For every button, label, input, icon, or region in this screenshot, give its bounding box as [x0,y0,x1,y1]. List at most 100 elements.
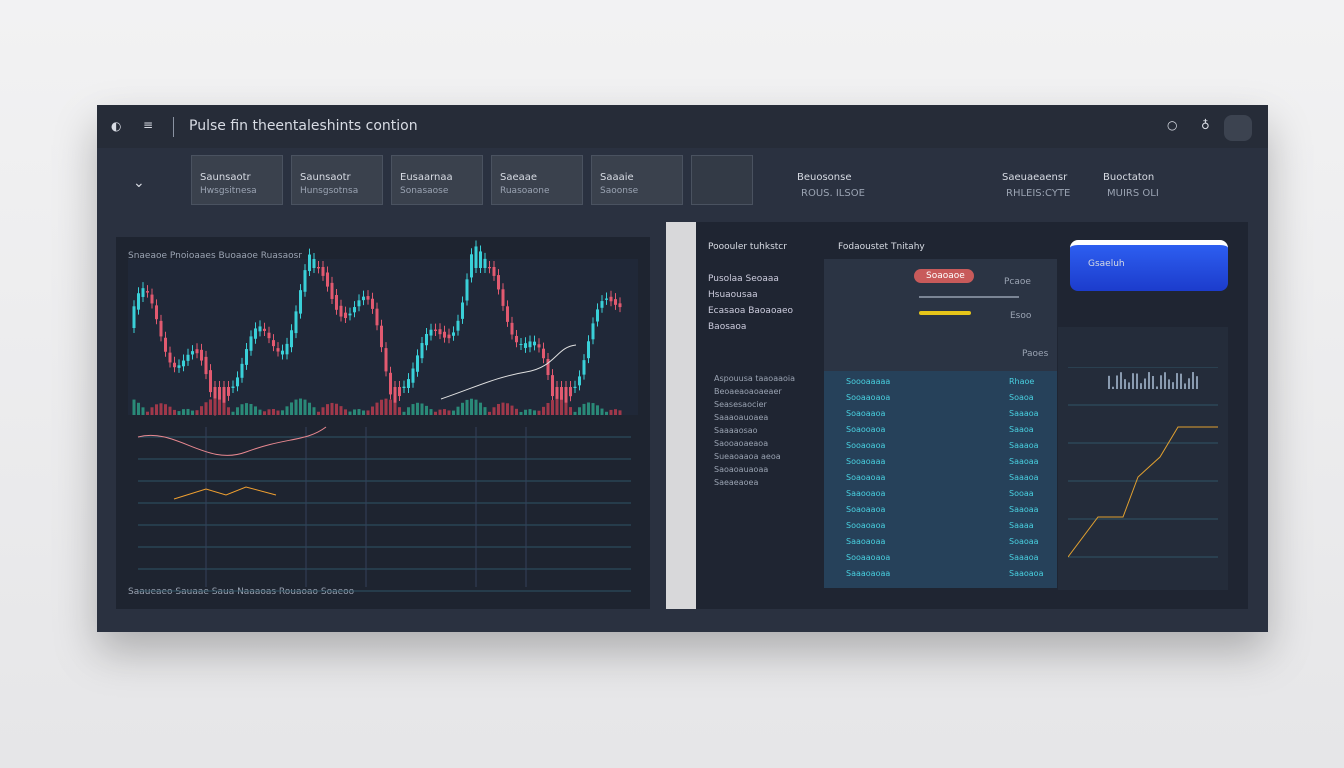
price-chart-panel: Snaeaoe Pnoioaaes Buoaaoe Ruasaosr Saaue… [116,237,650,609]
volume [425,405,428,415]
bar [1180,373,1182,389]
collapse[interactable]: ⌄ [133,175,145,191]
candle [555,387,559,410]
side-row: Beoaeaoaoaeaer [714,387,782,396]
volume [344,409,347,415]
candle [596,309,599,322]
candle [308,254,311,272]
icon[interactable]: ○ [1167,118,1178,132]
volume [159,403,163,415]
volume [488,411,491,415]
table-cell: Sooaoaoa [846,521,886,530]
bar [1172,382,1174,389]
candle [249,336,253,351]
candle [560,387,563,409]
volume [371,406,374,415]
candle [371,298,374,309]
tab[interactable]: Eusaarnaa Sonasaose [391,155,483,205]
volume [240,404,244,415]
side-row: Aspouusa taaoaaoia [714,374,796,383]
volume [447,410,451,415]
volume [461,402,464,415]
candle [402,386,406,388]
table-cell: Soaoaoaa [846,473,886,482]
volume [299,398,302,415]
table-cell: Soaoaa [1009,537,1039,546]
candle [204,356,208,375]
candle [168,352,172,363]
table-cell: Saaaoaoaa [846,569,891,578]
volume [339,406,343,415]
volume [195,410,199,415]
candle [389,372,392,395]
slider[interactable] [919,296,1019,298]
table-cell: Sooaaoaoa [846,553,891,562]
volume [474,399,478,415]
table-cell: Sooaoaaa [846,457,886,466]
table-body: Soooaaaaa Rhaoe Sooaaoaoa Soaoa Soaoaaoa Saaa… [824,371,1057,588]
candle [434,329,437,331]
candle [443,331,446,338]
volume [533,410,536,415]
candle [618,303,622,308]
volume [312,407,316,415]
candle [146,291,149,293]
candle [236,377,239,387]
volume [569,407,572,415]
tab[interactable]: Saunsaotr Hwsgsitnesa [191,155,283,205]
candle [353,307,356,313]
candle [218,387,221,409]
candle [317,267,320,269]
menu[interactable]: ≡ [143,118,154,132]
logo[interactable]: ◐ [111,119,122,133]
candle [429,329,433,336]
volume [137,402,140,415]
volume [443,409,446,415]
profile-button[interactable] [1224,115,1252,141]
candle [191,351,194,355]
tool-button[interactable] [691,155,753,205]
volume [587,402,590,415]
volume [402,411,406,415]
tab[interactable]: Saaaie Saoonse [591,155,683,205]
bar [1176,373,1178,389]
volume [416,402,419,415]
sub-label: Paoes [1022,349,1049,359]
candle [150,294,154,304]
volume [452,410,455,415]
candle [303,270,307,292]
candle [366,296,370,300]
candle [182,360,185,367]
side-item: Baosaoa [708,322,747,332]
candle [155,305,158,320]
candle [578,376,581,386]
right-panel: Pooouler tuhkstcr Fodaoustet Tnitahy Soa… [696,222,1248,609]
volume [254,406,257,415]
tab[interactable]: Saeaae Ruasoaone [491,155,583,205]
candle [137,293,140,310]
candle [573,386,577,388]
candle [344,312,347,319]
candle [420,343,424,359]
volume [555,398,559,415]
candle [240,363,244,378]
volume [353,409,356,415]
app-window: ◐ ≡ Pulse fin theentaleshints contion ○ … [97,105,1268,632]
candle [524,343,527,348]
volume [492,407,496,415]
icon[interactable]: ♁ [1201,118,1210,132]
side-item: Hsuaousaa [708,290,758,300]
volume [582,403,586,415]
side-item: Ecasaoa Baoaoaeo [708,306,794,316]
candle [456,320,460,331]
tab-title: Saaaie [600,172,634,183]
status-pill[interactable]: Soaoaoe [914,269,974,283]
volume [501,402,505,415]
candle [537,344,541,348]
tab[interactable]: Saunsaotr Hunsgsotnsa [291,155,383,205]
mini-chart-panel [1058,327,1228,590]
volume [186,408,190,415]
side-row: Saaaaosao [714,426,758,435]
candle [533,341,536,346]
action-button[interactable]: Gsaeluh [1070,240,1228,291]
